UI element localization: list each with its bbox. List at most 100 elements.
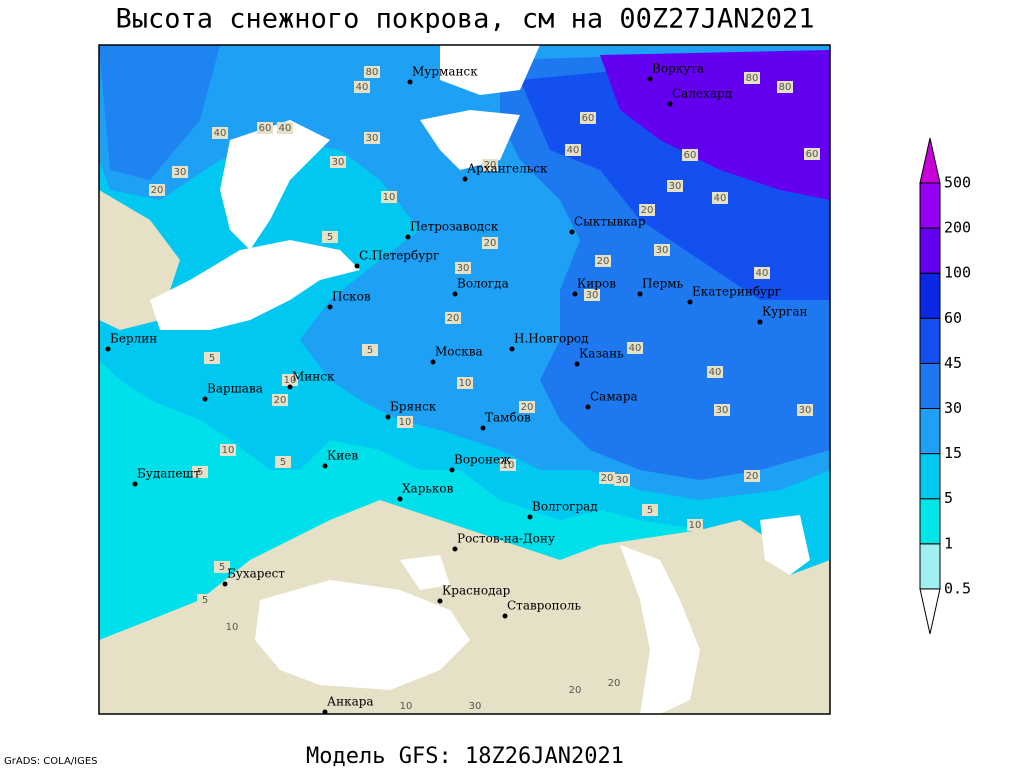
contour-label-bg: [282, 374, 298, 386]
colorbar-segment: [919, 272, 941, 319]
contour-label-bg: [364, 66, 380, 78]
contour-label: 40: [629, 343, 642, 354]
city-dot: [480, 425, 486, 431]
city-label: Москва: [435, 345, 483, 359]
city-label: Воронеж: [454, 453, 511, 467]
city-label: Бухарест: [227, 567, 285, 581]
city-label: Харьков: [402, 482, 454, 496]
contour-label: 20: [484, 160, 497, 171]
contour-label-bg: [364, 132, 380, 144]
contour-label-bg: [714, 404, 730, 416]
city-dot: [585, 404, 591, 410]
city-dot: [322, 709, 328, 715]
contour-label: 10: [399, 417, 412, 428]
credit: GrADS: COLA/IGES: [4, 756, 98, 767]
contour-label: 20: [608, 678, 621, 689]
contour-label: 30: [669, 181, 682, 192]
contour-label-bg: [707, 366, 723, 378]
city-label: Самара: [590, 390, 638, 404]
city-label: Сыктывкар: [574, 215, 646, 229]
contour-label-bg: [277, 122, 293, 134]
contour-label: 10: [226, 622, 239, 633]
city-dot: [287, 384, 293, 390]
contour-label: 5: [202, 595, 208, 606]
contour-label-bg: [606, 677, 622, 689]
contour-label: 5: [367, 345, 373, 356]
city-dot: [202, 396, 208, 402]
city-dot: [222, 581, 228, 587]
contour-label: 5: [209, 353, 215, 364]
colorbar-segment: [919, 408, 941, 455]
contour-label: 5: [197, 467, 203, 478]
model-footer: Модель GFS: 18Z26JAN2021: [306, 744, 624, 768]
city-dot: [757, 319, 763, 325]
contour-label-bg: [482, 237, 498, 249]
contour-label-bg: [204, 352, 220, 364]
title: Высота снежного покрова, см на 00Z27JAN2…: [116, 4, 815, 35]
contour-label: 30: [799, 405, 812, 416]
city-label: Воркута: [652, 62, 704, 76]
contour-label-bg: [744, 470, 760, 482]
city-label: Н.Новгород: [514, 332, 589, 346]
contour-label-bg: [322, 231, 338, 243]
contour-label-bg: [381, 191, 397, 203]
colorbar-label: 1: [944, 534, 953, 552]
contour-label-bg: [654, 244, 670, 256]
city-dot: [647, 76, 653, 82]
contour-label-bg: [354, 81, 370, 93]
contour-label-bg: [614, 474, 630, 486]
contour-label: 20: [151, 185, 164, 196]
city-label: Пермь: [642, 277, 684, 291]
contour-label-bg: [457, 377, 473, 389]
contour-label: 5: [647, 505, 653, 516]
city-label: Брянск: [390, 400, 437, 414]
contour-label-bg: [519, 401, 535, 413]
contour-label-bg: [330, 156, 346, 168]
contour-label: 60: [684, 150, 697, 161]
contour-label: 20: [274, 395, 287, 406]
contour-label: 10: [284, 375, 297, 386]
contour-label: 60: [582, 113, 595, 124]
colorbar-label: 500: [944, 174, 971, 192]
city-label: Екатеринбург: [692, 285, 781, 299]
contour-label: 5: [327, 232, 333, 243]
city-label: Петрозаводск: [410, 220, 499, 234]
contour-label-bg: [467, 700, 483, 712]
city-dot: [132, 481, 138, 487]
city-label: Киров: [577, 277, 616, 291]
city-dot: [327, 304, 333, 310]
contour-label: 20: [601, 473, 614, 484]
map: [98, 44, 831, 715]
city-dot: [437, 598, 443, 604]
city-dot: [452, 546, 458, 552]
contour-label-bg: [214, 561, 230, 573]
contour-label: 30: [366, 133, 379, 144]
city-dot: [397, 496, 403, 502]
colorbar-label: 200: [944, 219, 971, 237]
contour-label: 10: [459, 378, 472, 389]
contour-label-bg: [224, 621, 240, 633]
city-dot: [405, 234, 411, 240]
contour-label-bg: [362, 344, 378, 356]
city-label: Минск: [292, 370, 335, 384]
colorbar-label: 45: [944, 354, 962, 372]
contour-label: 20: [641, 205, 654, 216]
city-dot: [687, 299, 693, 305]
city-dot: [502, 613, 508, 619]
contour-label-bg: [595, 255, 611, 267]
city-dot: [322, 463, 328, 469]
city-dot: [105, 346, 111, 352]
contour-label-bg: [712, 192, 728, 204]
contour-label: 40: [709, 367, 722, 378]
colorbar-segment: [919, 317, 941, 364]
contour-label: 30: [586, 290, 599, 301]
contour-label: 40: [214, 128, 227, 139]
contour-label: 40: [756, 268, 769, 279]
city-dot: [574, 361, 580, 367]
contour-label: 40: [567, 145, 580, 156]
city-label: Архангельск: [467, 162, 548, 176]
city-dot: [407, 79, 413, 85]
city-dot: [449, 467, 455, 473]
city-label: Курган: [762, 305, 807, 319]
